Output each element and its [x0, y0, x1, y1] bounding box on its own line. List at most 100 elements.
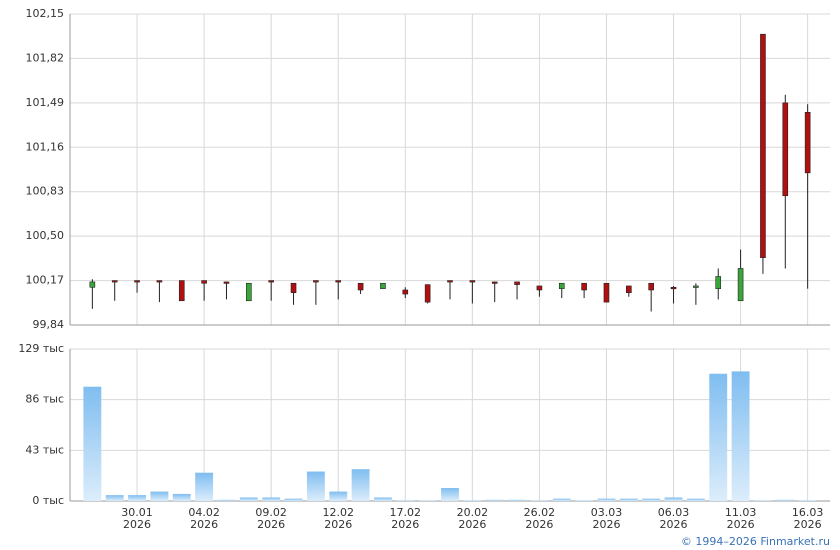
candle-body: [290, 282, 297, 293]
volume-bar: [284, 498, 303, 501]
x-tick-label: 04.02: [188, 506, 220, 519]
volume-bar: [217, 499, 236, 501]
x-tick-label: 16.03: [792, 506, 824, 519]
x-tick-label: 26.02: [524, 506, 556, 519]
candle-body: [134, 280, 140, 283]
candle-body: [89, 281, 96, 288]
y-tick-label: 129 тыс: [18, 342, 64, 355]
candle-body: [178, 280, 185, 302]
volume-bar: [329, 491, 348, 501]
candle-body: [603, 282, 610, 303]
x-tick-year: 2026: [190, 518, 218, 531]
volume-bar: [306, 471, 325, 501]
volume-bar: [754, 500, 772, 501]
volume-bar: [441, 488, 459, 501]
volume-bar: [195, 472, 214, 501]
candle-body: [246, 282, 252, 302]
y-tick-label: 102,15: [26, 7, 65, 20]
candle-body: [402, 289, 409, 295]
x-tick-year: 2026: [324, 518, 352, 531]
candle-body: [201, 280, 207, 284]
volume-bar: [709, 373, 728, 501]
volume-bar: [418, 500, 437, 501]
volume-bar: [597, 498, 616, 501]
volume-bar: [575, 500, 594, 501]
volume-bar: [374, 497, 392, 501]
candle-body: [514, 281, 520, 285]
candle-body: [268, 280, 274, 283]
candle-body: [626, 285, 632, 293]
candle-body: [804, 111, 811, 174]
x-tick-year: 2026: [123, 518, 151, 531]
candle-body: [156, 280, 163, 283]
volume-bar: [530, 500, 549, 501]
x-tick-label: 03.03: [591, 506, 623, 519]
y-tick-label: 101,49: [26, 96, 65, 109]
candle-body: [648, 282, 654, 291]
x-tick-label: 20.02: [457, 506, 489, 519]
volume-bar: [485, 499, 504, 501]
x-tick-label: 17.02: [390, 506, 422, 519]
candle-body: [737, 268, 744, 302]
volume-bar: [396, 500, 415, 501]
candle-body: [424, 284, 431, 303]
y-tick-label: 100,17: [26, 274, 65, 287]
candle-body: [782, 102, 789, 197]
x-tick-label: 11.03: [725, 506, 757, 519]
copyright[interactable]: © 1994–2026 Finmarket.ru: [681, 535, 830, 548]
candle-body: [715, 276, 722, 289]
volume-bar: [776, 499, 795, 501]
x-tick-year: 2026: [794, 518, 822, 531]
y-tick-label: 99,84: [33, 318, 65, 331]
x-tick-year: 2026: [660, 518, 688, 531]
x-tick-label: 09.02: [255, 506, 287, 519]
y-tick-label: 100,83: [26, 185, 65, 198]
candle-body: [581, 282, 587, 291]
x-tick-label: 30.01: [121, 506, 153, 519]
volume-bar: [128, 495, 146, 501]
y-tick-label: 86 тыс: [25, 393, 64, 406]
y-tick-label: 100,50: [26, 229, 65, 242]
x-tick-year: 2026: [525, 518, 553, 531]
x-tick-year: 2026: [458, 518, 486, 531]
candle-body: [313, 280, 319, 283]
volume-bar: [351, 469, 370, 501]
x-tick-year: 2026: [391, 518, 419, 531]
x-tick-year: 2026: [727, 518, 755, 531]
volume-bar: [642, 498, 661, 501]
volume-bar: [262, 497, 281, 501]
candle-body: [469, 280, 476, 283]
volume-bar: [463, 500, 482, 501]
volume-bar: [731, 371, 750, 501]
y-tick-label: 43 тыс: [25, 443, 64, 456]
volume-bar: [150, 491, 169, 501]
candle-body: [536, 285, 543, 291]
candle-body: [335, 280, 342, 283]
volume-bar: [508, 499, 526, 501]
candle-body: [447, 280, 453, 283]
y-tick-label: 101,82: [26, 51, 65, 64]
volume-bar: [798, 500, 817, 501]
x-tick-label: 12.02: [322, 506, 354, 519]
x-tick-year: 2026: [592, 518, 620, 531]
y-tick-label: 101,16: [26, 140, 65, 153]
candle-body: [380, 282, 386, 289]
volume-bar: [83, 386, 102, 501]
volume-bar: [619, 498, 638, 501]
candle-body: [558, 282, 565, 289]
candle-body: [111, 280, 118, 283]
volume-bar: [239, 497, 258, 501]
volume-bar: [552, 498, 571, 501]
volume-bar: [172, 493, 191, 501]
candle-body: [693, 285, 699, 288]
candle-body: [760, 33, 766, 258]
candle-body: [491, 281, 498, 284]
volume-bar: [105, 495, 124, 501]
volume-bar: [686, 498, 705, 501]
candle-body: [670, 287, 677, 290]
candle-body: [357, 282, 364, 291]
y-tick-label: 0 тыс: [32, 494, 64, 507]
x-tick-year: 2026: [257, 518, 285, 531]
candle-body: [223, 281, 230, 284]
